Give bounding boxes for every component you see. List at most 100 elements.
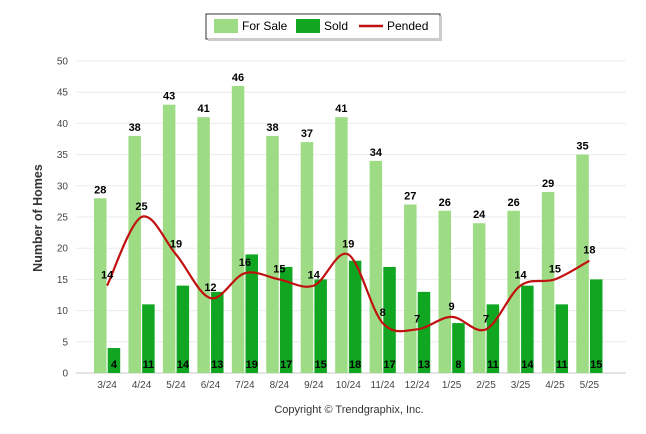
data-label-for-sale: 43 xyxy=(163,91,175,103)
data-label-sold: 15 xyxy=(590,359,602,371)
bar-sold[interactable] xyxy=(452,323,465,373)
y-tick-label: 30 xyxy=(57,181,69,192)
bar-for-sale[interactable] xyxy=(94,198,107,373)
data-label-sold: 14 xyxy=(521,359,534,371)
data-label-pended: 14 xyxy=(101,270,114,282)
x-tick-label: 3/25 xyxy=(511,380,531,391)
data-label-pended: 15 xyxy=(549,263,561,275)
data-label-for-sale: 34 xyxy=(370,147,383,159)
bar-sold[interactable] xyxy=(279,266,293,373)
data-label-sold: 18 xyxy=(349,359,361,371)
data-label-for-sale: 41 xyxy=(335,103,347,115)
data-label-sold: 8 xyxy=(455,359,461,371)
bar-for-sale[interactable] xyxy=(369,160,383,373)
data-label-for-sale: 38 xyxy=(266,122,278,134)
data-label-for-sale: 26 xyxy=(439,197,451,209)
x-tick-label: 1/25 xyxy=(442,380,462,391)
axis-layer: 0 5 10 15 20 25 30 35 40 45 50 3/24 4/24 5/24 6/24 7/24… xyxy=(57,57,600,392)
data-label-pended: 12 xyxy=(204,282,216,294)
bar-for-sale[interactable] xyxy=(162,104,176,374)
x-tick-label: 5/25 xyxy=(580,380,600,391)
legend-shadow-bottom xyxy=(208,38,442,41)
x-tick-label: 10/24 xyxy=(336,380,361,391)
bar-sold[interactable] xyxy=(245,254,259,373)
data-label-pended: 19 xyxy=(170,238,182,250)
x-tick-label: 4/24 xyxy=(132,380,152,391)
bar-sold[interactable] xyxy=(590,279,603,373)
bar-sold[interactable] xyxy=(107,348,121,373)
x-tick-label: 7/24 xyxy=(235,380,255,391)
bar-for-sale[interactable] xyxy=(335,117,348,373)
data-label-sold: 17 xyxy=(280,359,292,371)
data-label-for-sale: 37 xyxy=(301,128,313,140)
bar-for-sale[interactable] xyxy=(541,192,555,373)
bar-sold[interactable] xyxy=(555,304,569,373)
data-label-for-sale: 24 xyxy=(473,209,486,221)
x-tick-label: 12/24 xyxy=(405,380,430,391)
data-label-for-sale: 46 xyxy=(232,72,244,84)
data-label-pended: 9 xyxy=(449,301,455,313)
data-label-pended: 14 xyxy=(308,270,321,282)
legend-label-sold: Sold xyxy=(324,19,348,33)
bar-sold[interactable] xyxy=(521,285,534,373)
x-tick-label: 11/24 xyxy=(371,380,396,391)
data-label-for-sale: 35 xyxy=(576,141,588,153)
legend-swatch-for-sale xyxy=(214,19,238,33)
data-label-sold: 17 xyxy=(383,359,395,371)
data-label-for-sale: 27 xyxy=(404,191,416,203)
bar-for-sale[interactable] xyxy=(197,117,210,373)
y-tick-label: 40 xyxy=(57,119,69,130)
legend-item-for-sale[interactable]: For Sale xyxy=(214,19,288,33)
data-label-for-sale: 41 xyxy=(197,103,209,115)
y-axis-title: Number of Homes xyxy=(31,164,45,272)
bar-sold[interactable] xyxy=(417,291,431,373)
legend[interactable]: For Sale Sold Pended xyxy=(205,13,442,41)
data-label-for-sale: 29 xyxy=(542,178,554,190)
y-tick-label: 35 xyxy=(57,150,69,161)
data-label-pended: 14 xyxy=(514,270,527,282)
bars-layer xyxy=(94,85,603,374)
data-label-sold: 4 xyxy=(111,359,118,371)
bar-for-sale[interactable] xyxy=(300,142,314,373)
bar-for-sale[interactable] xyxy=(128,135,141,373)
data-label-pended: 15 xyxy=(273,263,285,275)
bar-sold[interactable] xyxy=(383,266,396,373)
legend-shadow xyxy=(439,16,442,41)
legend-item-pended[interactable]: Pended xyxy=(359,19,428,33)
data-label-pended: 25 xyxy=(135,201,147,213)
bar-sold[interactable] xyxy=(314,279,327,373)
bar-sold[interactable] xyxy=(142,304,155,373)
legend-item-sold[interactable]: Sold xyxy=(296,19,348,33)
x-tick-label: 3/24 xyxy=(97,380,117,391)
y-tick-label: 20 xyxy=(57,244,69,255)
y-tick-label: 5 xyxy=(62,337,68,348)
data-label-pended: 19 xyxy=(342,238,354,250)
x-tick-label: 6/24 xyxy=(201,380,221,391)
bar-for-sale[interactable] xyxy=(472,223,486,373)
data-label-sold: 13 xyxy=(418,359,430,371)
data-label-pended: 16 xyxy=(239,257,251,269)
y-tick-label: 50 xyxy=(57,57,69,68)
bar-for-sale[interactable] xyxy=(404,204,417,373)
labels-layer: 28 4 38 11 43 14 41 13 46 19 38 17 37 15 41 18 34 17 27 13 2… xyxy=(94,72,602,371)
data-label-sold: 19 xyxy=(246,359,258,371)
bar-for-sale[interactable] xyxy=(438,210,452,373)
y-tick-label: 0 xyxy=(62,369,68,380)
bar-sold[interactable] xyxy=(486,304,500,373)
bar-sold[interactable] xyxy=(211,291,224,373)
x-tick-label: 4/25 xyxy=(545,380,565,391)
bar-for-sale[interactable] xyxy=(231,85,245,374)
x-tick-label: 2/25 xyxy=(476,380,496,391)
y-tick-label: 45 xyxy=(57,88,69,99)
data-label-pended: 8 xyxy=(380,307,386,319)
data-label-pended: 7 xyxy=(483,313,489,325)
x-tick-label: 9/24 xyxy=(304,380,324,391)
data-label-pended: 18 xyxy=(583,245,595,257)
data-label-sold: 11 xyxy=(556,359,568,371)
data-label-for-sale: 28 xyxy=(94,184,106,196)
bar-for-sale[interactable] xyxy=(266,135,279,373)
bar-sold[interactable] xyxy=(348,260,362,373)
bar-sold[interactable] xyxy=(176,285,190,373)
